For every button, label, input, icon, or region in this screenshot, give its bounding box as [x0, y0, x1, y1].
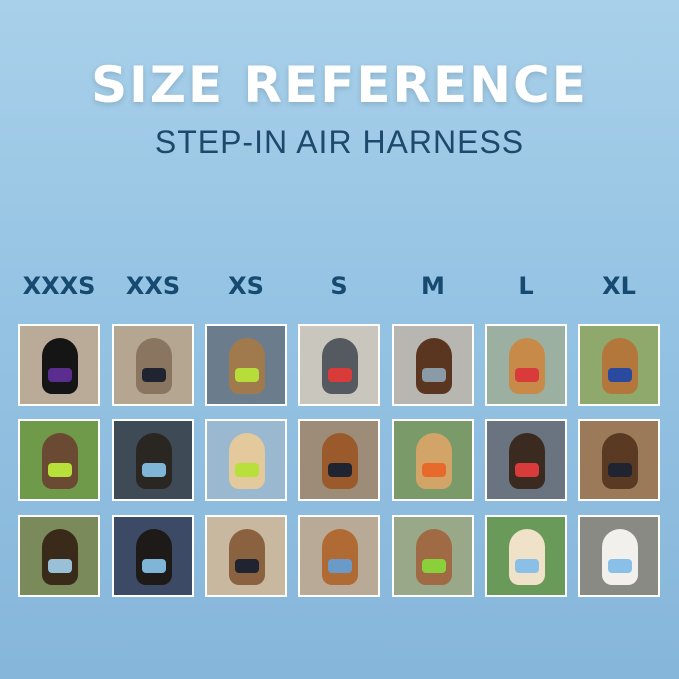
harness: [142, 463, 166, 477]
pet: [229, 433, 265, 489]
pet: [136, 529, 172, 585]
pet: [136, 433, 172, 489]
harness: [142, 368, 166, 382]
harness: [48, 559, 72, 573]
harness: [608, 463, 632, 477]
pet-photo-xl-1: [578, 324, 660, 406]
pet-photo-xs-3: [205, 515, 287, 597]
pet-photo-xxxs-2: [18, 419, 100, 501]
size-label-xs: XS: [228, 272, 264, 300]
pet-photo-xxs-2: [112, 419, 194, 501]
pet: [322, 433, 358, 489]
pet: [229, 338, 265, 394]
harness: [515, 559, 539, 573]
pet-photo-xxxs-3: [18, 515, 100, 597]
harness: [142, 559, 166, 573]
pet-photo-xxxs-1: [18, 324, 100, 406]
pet-photo-s-3: [298, 515, 380, 597]
harness: [422, 559, 446, 573]
title: SIZE REFERENCE: [91, 56, 588, 114]
pet-photo-l-3: [485, 515, 567, 597]
harness: [48, 463, 72, 477]
pet: [602, 433, 638, 489]
harness: [48, 368, 72, 382]
pet-photo-xxs-1: [112, 324, 194, 406]
pet: [602, 529, 638, 585]
pet: [509, 338, 545, 394]
harness: [515, 463, 539, 477]
pet-photo-xs-1: [205, 324, 287, 406]
pet-photo-s-1: [298, 324, 380, 406]
pet: [42, 338, 78, 394]
subtitle: STEP-IN AIR HARNESS: [154, 124, 525, 160]
pet-photo-m-3: [392, 515, 474, 597]
pet-photo-m-1: [392, 324, 474, 406]
harness: [235, 368, 259, 382]
harness: [515, 368, 539, 382]
pet: [509, 529, 545, 585]
harness: [422, 368, 446, 382]
pet: [416, 529, 452, 585]
harness: [328, 559, 352, 573]
pet: [416, 433, 452, 489]
pet-photo-xs-2: [205, 419, 287, 501]
size-label-xxxs: XXXS: [22, 272, 96, 300]
pet-photo-xl-2: [578, 419, 660, 501]
pet-photo-xl-3: [578, 515, 660, 597]
pet: [229, 529, 265, 585]
harness: [422, 463, 446, 477]
size-label-m: M: [421, 272, 445, 300]
harness: [328, 368, 352, 382]
pet-photo-s-2: [298, 419, 380, 501]
pet: [509, 433, 545, 489]
pet-photo-l-1: [485, 324, 567, 406]
pet: [322, 338, 358, 394]
harness: [328, 463, 352, 477]
harness: [608, 559, 632, 573]
size-label-s: S: [330, 272, 348, 300]
pet: [42, 529, 78, 585]
size-label-xxs: XXS: [125, 272, 181, 300]
pet: [136, 338, 172, 394]
pet: [42, 433, 78, 489]
size-label-xl: XL: [602, 272, 636, 300]
pet: [322, 529, 358, 585]
pet-photo-xxs-3: [112, 515, 194, 597]
pet: [416, 338, 452, 394]
harness: [608, 368, 632, 382]
size-label-l: L: [518, 272, 534, 300]
harness: [235, 463, 259, 477]
harness: [235, 559, 259, 573]
pet-photo-l-2: [485, 419, 567, 501]
pet: [602, 338, 638, 394]
pet-photo-m-2: [392, 419, 474, 501]
